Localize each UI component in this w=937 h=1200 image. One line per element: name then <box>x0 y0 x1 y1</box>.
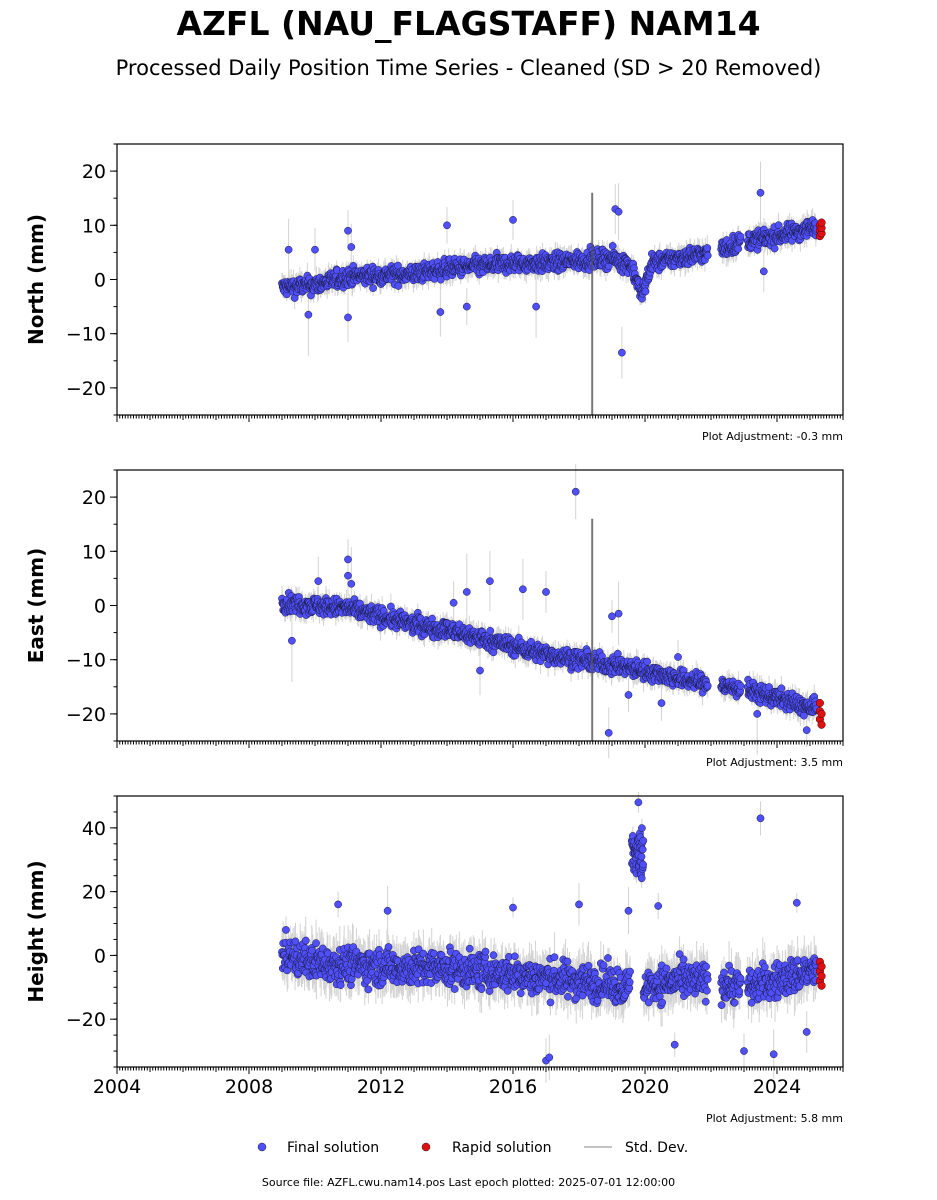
final-point <box>703 251 712 260</box>
outlier-point <box>344 226 352 235</box>
final-point <box>394 282 403 290</box>
y-tick-label: 10 <box>82 215 106 237</box>
y-tick-label: 0 <box>94 270 106 292</box>
final-points <box>278 487 821 737</box>
outlier-point <box>344 313 352 322</box>
final-points <box>278 188 821 357</box>
final-point <box>641 287 650 296</box>
outlier-point <box>284 245 293 254</box>
final-point <box>608 242 617 250</box>
final-point <box>770 244 779 253</box>
final-point <box>734 244 743 253</box>
y-axis-label: North (mm) <box>24 214 48 345</box>
outlier-point <box>756 188 765 197</box>
outlier-point <box>462 302 471 311</box>
x-ticks <box>116 415 844 422</box>
chart-title: AZFL (NAU_FLAGSTAFF) NAM14 <box>176 4 761 43</box>
outlier-point <box>443 221 451 230</box>
outlier-point <box>614 207 623 216</box>
outlier-point <box>759 267 768 276</box>
outlier-point <box>532 302 540 311</box>
rapid-point <box>817 218 826 227</box>
final-point <box>486 626 495 635</box>
outlier-point <box>509 216 517 224</box>
panels-layer: −20 −10 0 10 20 North (mm) Plot Adjustment: -0… <box>24 143 844 1125</box>
chart-subtitle: Processed Daily Position Time Series - C… <box>115 56 822 80</box>
final-point <box>774 221 783 230</box>
y-tick-label: −10 <box>66 324 106 346</box>
outlier-point <box>347 243 356 251</box>
panel-0: −20 −10 0 10 20 North (mm) Plot Adjustment: -0… <box>24 143 844 443</box>
y-tick-label: −20 <box>66 378 106 400</box>
outlier-point <box>618 348 626 357</box>
plot-adjustment-note: Plot Adjustment: -0.3 mm <box>702 430 843 443</box>
final-point <box>703 244 712 252</box>
outlier-point <box>436 308 445 316</box>
outlier-point <box>311 245 319 254</box>
final-point <box>369 284 377 292</box>
plot-frame <box>116 143 844 416</box>
y-tick-label: 20 <box>82 161 106 183</box>
outlier-point <box>304 310 313 319</box>
final-point <box>736 232 745 241</box>
